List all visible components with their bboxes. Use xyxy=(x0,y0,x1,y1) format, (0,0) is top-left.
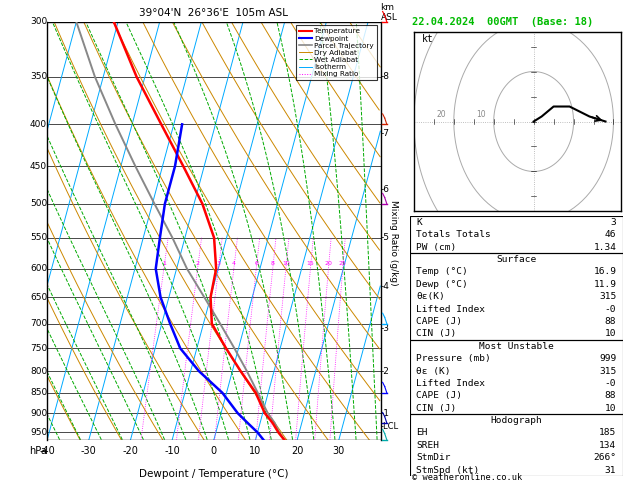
Text: 15: 15 xyxy=(306,261,314,266)
Text: 10: 10 xyxy=(476,109,486,119)
Text: hPa: hPa xyxy=(30,446,47,456)
Text: 900: 900 xyxy=(30,409,47,417)
Text: CIN (J): CIN (J) xyxy=(416,404,457,413)
Text: 315: 315 xyxy=(599,366,616,376)
Text: 3: 3 xyxy=(216,261,221,266)
Text: 700: 700 xyxy=(30,319,47,328)
Text: © weatheronline.co.uk: © weatheronline.co.uk xyxy=(412,473,522,482)
Text: 10: 10 xyxy=(605,330,616,338)
Text: 22.04.2024  00GMT  (Base: 18): 22.04.2024 00GMT (Base: 18) xyxy=(412,17,593,27)
Text: 315: 315 xyxy=(599,292,616,301)
Text: Hodograph: Hodograph xyxy=(491,416,542,425)
Text: -2: -2 xyxy=(381,367,389,376)
Text: 11.9: 11.9 xyxy=(593,280,616,289)
Text: 999: 999 xyxy=(599,354,616,363)
Text: 800: 800 xyxy=(30,367,47,376)
Text: -40: -40 xyxy=(39,446,55,456)
Bar xyxy=(410,253,623,340)
Text: 10: 10 xyxy=(605,404,616,413)
Text: -0: -0 xyxy=(605,305,616,313)
Text: 4: 4 xyxy=(232,261,236,266)
Text: -10: -10 xyxy=(164,446,180,456)
Text: -6: -6 xyxy=(381,185,389,194)
Text: θε(K): θε(K) xyxy=(416,292,445,301)
Text: -20: -20 xyxy=(123,446,138,456)
Text: EH: EH xyxy=(416,429,428,437)
Text: 650: 650 xyxy=(30,293,47,302)
Text: 30: 30 xyxy=(333,446,345,456)
Text: 88: 88 xyxy=(605,317,616,326)
Text: K: K xyxy=(416,218,422,227)
Text: SREH: SREH xyxy=(416,441,440,450)
Text: -30: -30 xyxy=(81,446,97,456)
Text: 500: 500 xyxy=(30,199,47,208)
Text: 20: 20 xyxy=(291,446,303,456)
Text: Lifted Index: Lifted Index xyxy=(416,305,486,313)
Text: -5: -5 xyxy=(381,233,389,242)
Text: Dewpoint / Temperature (°C): Dewpoint / Temperature (°C) xyxy=(139,469,289,479)
Text: 350: 350 xyxy=(30,72,47,81)
Text: Surface: Surface xyxy=(496,255,537,264)
Text: -LCL: -LCL xyxy=(381,422,399,431)
Text: 2: 2 xyxy=(196,261,199,266)
Text: 750: 750 xyxy=(30,344,47,353)
Text: 20: 20 xyxy=(436,109,446,119)
Text: CAPE (J): CAPE (J) xyxy=(416,391,462,400)
Text: Lifted Index: Lifted Index xyxy=(416,379,486,388)
Text: Mixing Ratio (g/kg): Mixing Ratio (g/kg) xyxy=(389,200,398,286)
Bar xyxy=(410,340,623,415)
Legend: Temperature, Dewpoint, Parcel Trajectory, Dry Adiabat, Wet Adiabat, Isotherm, Mi: Temperature, Dewpoint, Parcel Trajectory… xyxy=(296,25,377,80)
Text: -0: -0 xyxy=(605,379,616,388)
Text: Pressure (mb): Pressure (mb) xyxy=(416,354,491,363)
Text: 185: 185 xyxy=(599,429,616,437)
Text: 3: 3 xyxy=(611,218,616,227)
Text: 850: 850 xyxy=(30,388,47,397)
Text: 600: 600 xyxy=(30,264,47,273)
Text: 31: 31 xyxy=(605,466,616,475)
Text: 550: 550 xyxy=(30,233,47,242)
Text: 134: 134 xyxy=(599,441,616,450)
Text: 39°04'N  26°36'E  105m ASL: 39°04'N 26°36'E 105m ASL xyxy=(140,8,288,17)
Text: 300: 300 xyxy=(30,17,47,26)
Text: 46: 46 xyxy=(605,230,616,239)
Text: 25: 25 xyxy=(339,261,347,266)
Text: 6: 6 xyxy=(254,261,258,266)
Text: 16.9: 16.9 xyxy=(593,267,616,277)
Text: CIN (J): CIN (J) xyxy=(416,330,457,338)
Text: 8: 8 xyxy=(271,261,275,266)
Text: StmDir: StmDir xyxy=(416,453,451,462)
Text: Temp (°C): Temp (°C) xyxy=(416,267,468,277)
Text: 20: 20 xyxy=(325,261,332,266)
Text: -3: -3 xyxy=(381,324,389,333)
Text: PW (cm): PW (cm) xyxy=(416,243,457,252)
Bar xyxy=(410,415,623,476)
Text: -7: -7 xyxy=(381,129,389,138)
Text: 1: 1 xyxy=(162,261,166,266)
Text: CAPE (J): CAPE (J) xyxy=(416,317,462,326)
Text: -8: -8 xyxy=(381,72,389,81)
Text: Dewp (°C): Dewp (°C) xyxy=(416,280,468,289)
Bar xyxy=(410,216,623,253)
Text: 10: 10 xyxy=(282,261,290,266)
Text: 88: 88 xyxy=(605,391,616,400)
Text: 950: 950 xyxy=(30,428,47,437)
Text: 10: 10 xyxy=(250,446,262,456)
Text: km
ASL: km ASL xyxy=(381,3,398,22)
Text: 266°: 266° xyxy=(593,453,616,462)
Text: Most Unstable: Most Unstable xyxy=(479,342,554,351)
Text: -1: -1 xyxy=(381,409,389,417)
Text: kt: kt xyxy=(422,34,433,44)
Text: 0: 0 xyxy=(211,446,217,456)
Text: 400: 400 xyxy=(30,120,47,129)
Text: 1.34: 1.34 xyxy=(593,243,616,252)
Text: θε (K): θε (K) xyxy=(416,366,451,376)
Text: -4: -4 xyxy=(381,281,389,291)
Text: StmSpd (kt): StmSpd (kt) xyxy=(416,466,480,475)
Text: 450: 450 xyxy=(30,162,47,171)
Text: Totals Totals: Totals Totals xyxy=(416,230,491,239)
